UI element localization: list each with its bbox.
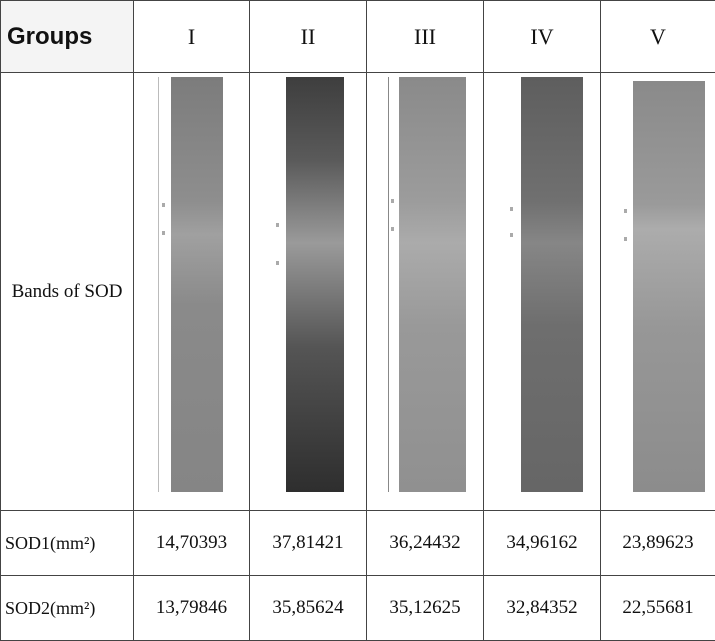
header-cell: V	[601, 1, 715, 73]
marker	[162, 231, 165, 235]
value-cell: 13,79846	[134, 576, 250, 641]
marker	[391, 227, 394, 231]
marker	[510, 233, 513, 237]
value-cell: 14,70393	[134, 511, 250, 576]
marker	[391, 199, 394, 203]
value-cell: 23,89623	[601, 511, 715, 576]
gel-band	[286, 77, 344, 492]
row-label: SOD2(mm²)	[1, 576, 134, 641]
marker	[510, 207, 513, 211]
header-cell: Groups	[1, 1, 134, 73]
row-label: Bands of SOD	[1, 73, 134, 511]
gel-band	[399, 77, 466, 492]
band-cell	[250, 73, 367, 511]
marker	[624, 209, 627, 213]
band-cell	[601, 73, 715, 511]
value-cell: 34,96162	[484, 511, 601, 576]
header-cell: I	[134, 1, 250, 73]
data-row: SOD1(mm²) 14,70393 37,81421 36,24432 34,…	[1, 511, 715, 576]
header-cell: IV	[484, 1, 601, 73]
marker	[276, 223, 279, 227]
header-cell: III	[367, 1, 484, 73]
band-cell	[134, 73, 250, 511]
header-cell: II	[250, 1, 367, 73]
value-cell: 22,55681	[601, 576, 715, 641]
band-cell	[484, 73, 601, 511]
gel-band	[171, 77, 223, 492]
row-label: SOD1(mm²)	[1, 511, 134, 576]
gel-band	[521, 77, 583, 492]
gel-band	[633, 81, 705, 492]
value-cell: 37,81421	[250, 511, 367, 576]
band-cell	[367, 73, 484, 511]
value-cell: 32,84352	[484, 576, 601, 641]
marker	[276, 261, 279, 265]
value-cell: 35,12625	[367, 576, 484, 641]
marker	[624, 237, 627, 241]
frame-line	[158, 77, 159, 492]
frame-line	[388, 77, 389, 492]
value-cell: 35,85624	[250, 576, 367, 641]
bands-row: Bands of SOD	[1, 73, 715, 511]
data-row: SOD2(mm²) 13,79846 35,85624 35,12625 32,…	[1, 576, 715, 641]
value-cell: 36,24432	[367, 511, 484, 576]
marker	[162, 203, 165, 207]
header-row: Groups I II III IV V	[1, 1, 715, 73]
